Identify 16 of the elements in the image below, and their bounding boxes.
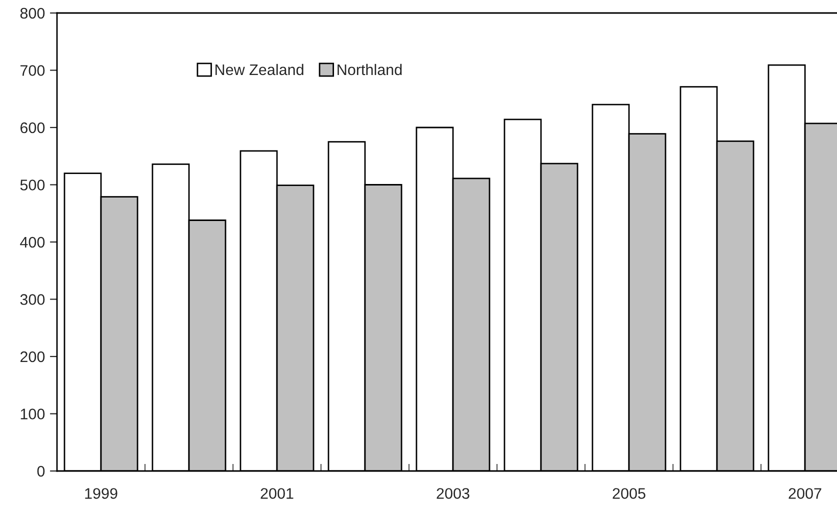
y-tick-label: 400 <box>20 236 45 248</box>
legend-label: New Zealand <box>216 64 304 76</box>
x-tick-label: 1999 <box>85 488 118 499</box>
y-tick-label: 200 <box>20 351 45 362</box>
y-tick-label: 800 <box>20 8 45 19</box>
legend-label: Northland <box>338 64 402 76</box>
x-tick-label: 2001 <box>260 488 294 499</box>
x-tick-label: 2003 <box>436 488 470 499</box>
x-tick-label: 2007 <box>788 488 822 499</box>
y-tick-label: 300 <box>20 294 45 305</box>
y-tick-label: 100 <box>20 408 45 420</box>
y-tick-label: 0 <box>37 466 45 477</box>
x-tick-label: 2005 <box>612 488 646 499</box>
y-tick-label: 600 <box>20 122 45 134</box>
y-tick-label: 700 <box>20 65 45 76</box>
y-tick-label: 500 <box>20 180 45 190</box>
